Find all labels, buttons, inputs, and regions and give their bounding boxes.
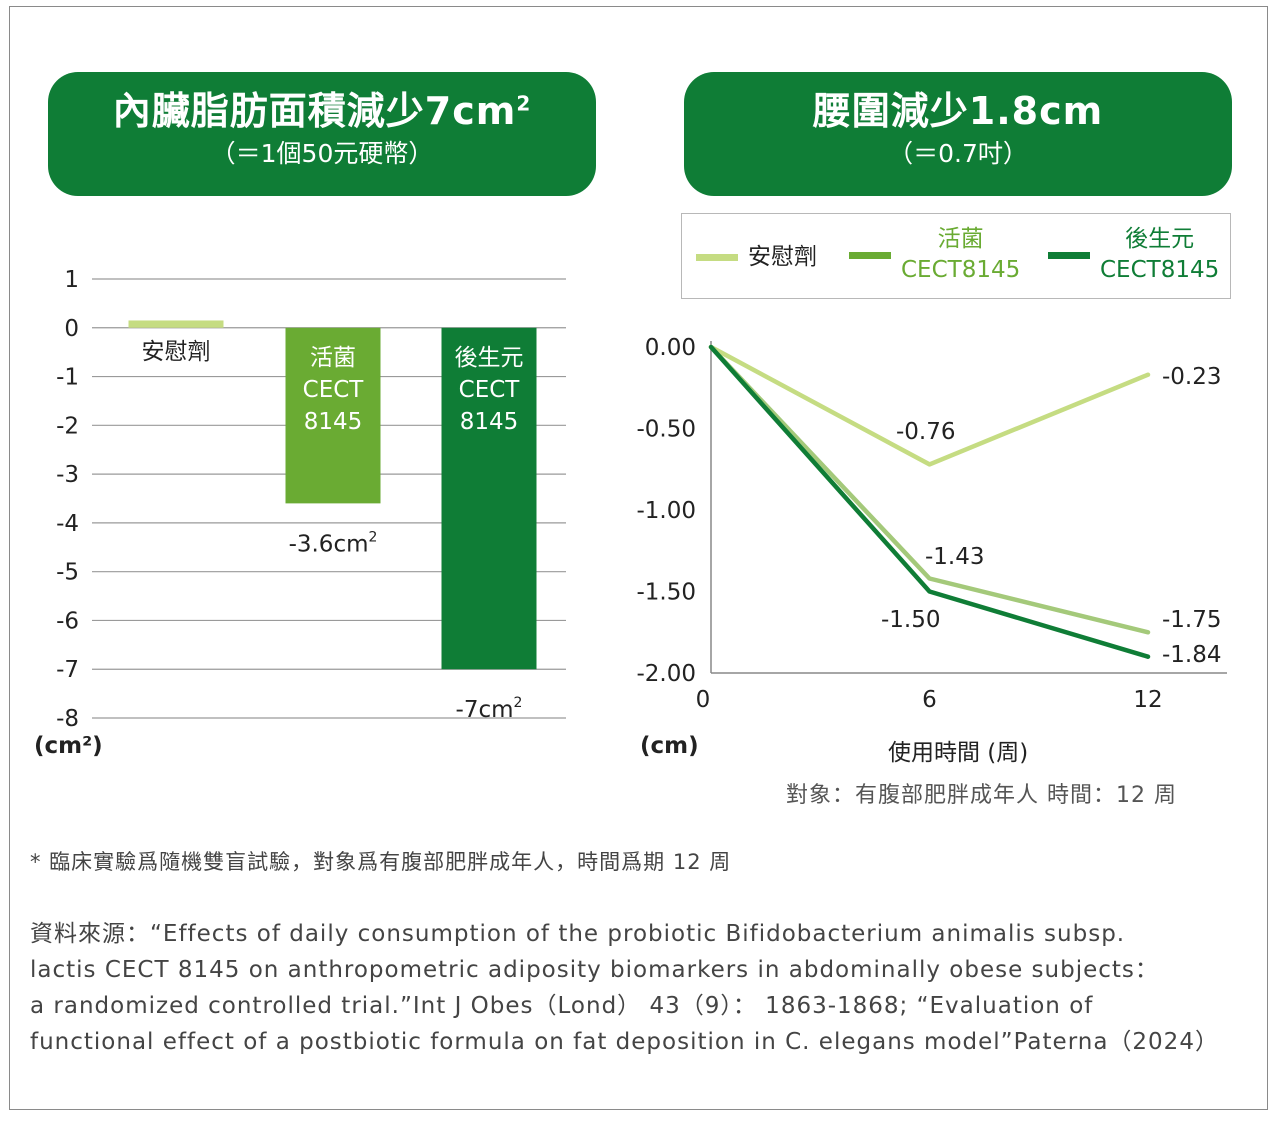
- line-chart-unit-label: (cm): [640, 733, 699, 759]
- x-tick-label: 12: [1133, 687, 1162, 713]
- bar-chart-unit-label: (cm²): [34, 733, 103, 759]
- y-tick-label: -2: [56, 413, 79, 439]
- data-label: -1.43: [925, 544, 985, 570]
- legend-label-placebo: 安慰劑: [748, 244, 817, 270]
- footnote: * 臨床實驗爲隨機雙盲試驗，對象爲有腹部肥胖成年人，時間爲期 12 周: [30, 850, 732, 874]
- legend-swatch-live-bacteria: [849, 251, 891, 259]
- left-subtitle: （＝1個50元硬幣）: [210, 139, 434, 168]
- legend-swatch-postbiotic: [1048, 251, 1090, 259]
- y-tick-label: 0.00: [645, 335, 696, 361]
- y-tick-label: -4: [56, 511, 79, 537]
- y-tick-label: -6: [56, 608, 79, 634]
- source-line: functional effect of a postbiotic formul…: [30, 1029, 1219, 1055]
- y-tick-label: 0: [64, 316, 79, 342]
- source-line: 資料來源：“Effects of daily consumption of th…: [30, 921, 1126, 947]
- left-title: 內臟脂肪面積減少7cm2: [112, 89, 532, 133]
- bar-value-label: -7cm2: [456, 695, 523, 723]
- bar-category-label: 8145: [460, 409, 519, 435]
- line-chart-x-axis-label: 使用時間 (周): [888, 740, 1029, 766]
- y-tick-label: -2.00: [636, 661, 696, 687]
- line-chart-legend: 安慰劑 活菌 CECT8145 後生元 CECT8145: [681, 213, 1231, 299]
- bar-category-label: CECT: [303, 377, 365, 403]
- y-tick-label: -0.50: [636, 417, 696, 443]
- left-title-banner: 內臟脂肪面積減少7cm2 （＝1個50元硬幣）: [48, 72, 596, 196]
- source-line: a randomized controlled trial.”Int J Obe…: [30, 993, 1094, 1019]
- data-label: -1.50: [881, 607, 941, 633]
- bar-chart: 1 0 -1 -2 -3 -4 -5 -6 -7 -8 安慰劑 活菌 CECT 8145 -3.6cm2 後生…: [56, 267, 566, 732]
- data-label: -1.75: [1162, 607, 1222, 633]
- data-label: -0.76: [896, 419, 956, 445]
- bar-category-label: 安慰劑: [142, 339, 211, 365]
- figure-frame: [9, 6, 1268, 1110]
- legend-swatch-placebo: [696, 254, 738, 261]
- y-tick-label: -1.50: [636, 580, 696, 606]
- source-citation: 資料來源：“Effects of daily consumption of th…: [30, 916, 1260, 1060]
- legend-item-live-bacteria: 活菌 CECT8145: [849, 224, 1020, 286]
- y-tick-label: -7: [56, 657, 79, 683]
- legend-item-placebo: 安慰劑: [696, 242, 817, 273]
- bar-category-label: 活菌: [310, 345, 356, 371]
- bar-value-superscript: 2: [369, 529, 378, 545]
- legend-label-live-bacteria: 活菌 CECT8145: [901, 226, 1021, 283]
- bar-category-label: 後生元: [455, 345, 524, 371]
- series-line: [708, 344, 1151, 659]
- right-title: 腰圍減少1.8cm: [812, 89, 1104, 133]
- y-tick-label: -3: [56, 462, 79, 488]
- bar: [128, 320, 224, 328]
- y-tick-label: -1: [56, 365, 79, 391]
- x-tick-label: 0: [696, 687, 711, 713]
- legend-item-postbiotic: 後生元 CECT8145: [1048, 224, 1219, 286]
- bar-category-label: CECT: [459, 377, 521, 403]
- x-tick-label: 6: [922, 687, 937, 713]
- bar-category-label: 8145: [304, 409, 363, 435]
- left-title-superscript: 2: [516, 91, 532, 116]
- right-title-banner: 腰圍減少1.8cm （＝0.7吋）: [684, 72, 1232, 196]
- bar: [285, 327, 381, 504]
- series-line: [708, 344, 1151, 467]
- bar: [441, 327, 537, 670]
- y-tick-label: 1: [64, 267, 79, 293]
- series-line: [708, 344, 1151, 635]
- bar-value-superscript: 2: [514, 695, 523, 711]
- data-label: -1.84: [1162, 642, 1222, 668]
- bar-value-label: -3.6cm2: [289, 529, 378, 557]
- line-chart: 0.00 -0.50 -1.00 -1.50 -2.000 6 12 -0.76 -0.23 -1…: [636, 335, 1227, 713]
- y-tick-label: -8: [56, 706, 79, 732]
- subject-note: 對象：有腹部肥胖成年人 時間：12 周: [786, 783, 1177, 808]
- legend-label-postbiotic: 後生元 CECT8145: [1100, 226, 1220, 283]
- y-tick-label: -5: [56, 560, 79, 586]
- source-line: lactis CECT 8145 on anthropometric adipo…: [30, 957, 1159, 983]
- data-label: -0.23: [1162, 364, 1222, 390]
- right-subtitle: （＝0.7吋）: [888, 139, 1028, 168]
- y-tick-label: -1.00: [636, 498, 696, 524]
